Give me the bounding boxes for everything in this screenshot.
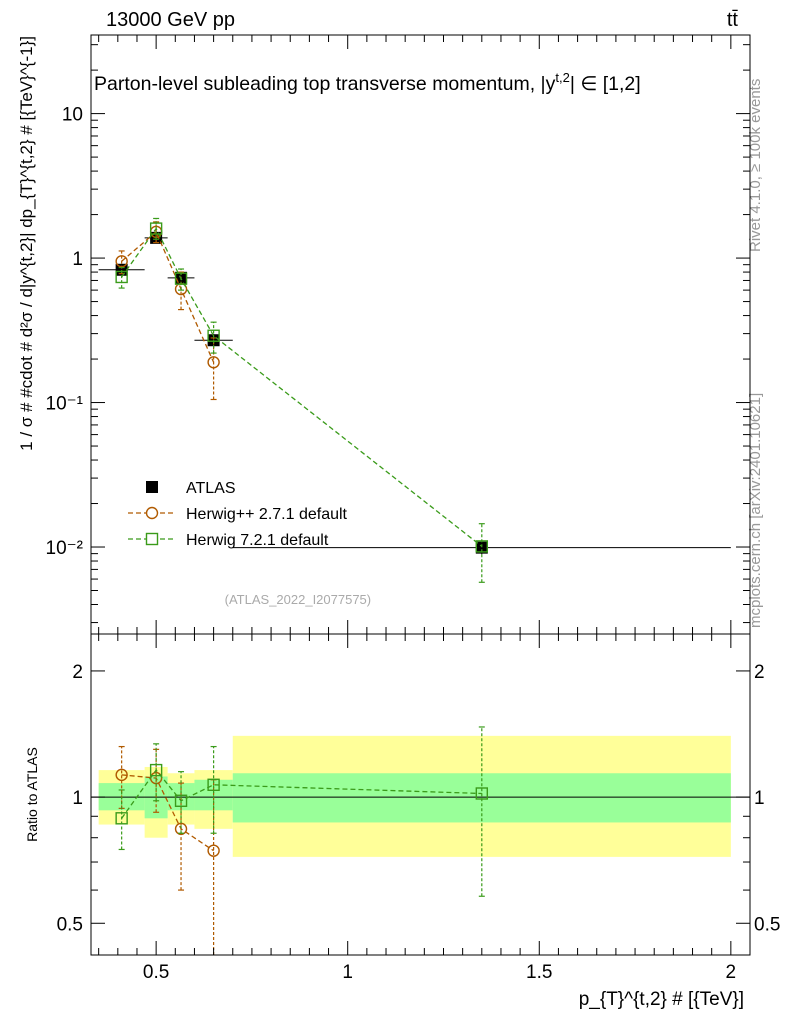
series-herwig-7-2-1-default [115,726,489,897]
series-herwig-2-7-1-default [115,221,220,401]
x-tick-label: 1 [342,962,353,983]
data-point [115,263,128,276]
legend: ATLAS Herwig++ 2.7.1 default Herwig 7.2.1 … [128,480,348,549]
legend-entry: ATLAS [186,480,236,497]
y-tick-label: 10⁻² [46,538,84,559]
legend-entry: Herwig++ 2.7.1 default [186,506,348,523]
series-line [121,230,215,363]
legend-entry: Herwig 7.2.1 default [186,532,329,549]
energy-label: 13000 GeV pp [106,9,235,31]
ratio-y-tick-label-right: 0.5 [754,914,780,935]
data-point [149,763,163,777]
data-point [174,794,188,807]
process-label: tt̄ [727,9,739,31]
mcplots-label: mcplots.cern.ch [arXiv:2401.10621] [747,393,764,628]
data-point [115,768,128,782]
x-axis-label: p_{T}^{t,2} # [{TeV}] [579,989,744,1010]
data-point [475,541,488,554]
data-point [207,778,220,791]
ratio-panel: 2 2 1 1 0.5 0.5 0.5 1 1.5 2 Ratio to ATLAS p_{T}^… [24,633,780,1010]
data-point [174,272,188,285]
chart-title: Parton-level subleading top transverse m… [94,70,641,95]
ratio-y-tick-label: 0.5 [57,914,83,935]
x-tick-label: 1.5 [526,962,552,983]
legend-marker [145,532,159,546]
data-point [115,255,128,268]
ratio-y-tick-label: 2 [72,662,83,683]
legend-marker [146,481,158,493]
y-tick-label: 1 [72,249,83,270]
ratio-y-tick-label-right: 1 [754,788,765,809]
data-point [174,822,188,836]
data-point [115,812,128,825]
y-tick-label: 10⁻¹ [46,394,84,415]
y-tick-label: 10 [62,105,83,126]
data-point [207,329,220,342]
x-tick-label: 0.5 [143,962,169,983]
ratio-y-tick-label-right: 2 [754,662,765,683]
series-line [121,774,214,852]
data-point [475,787,489,800]
analysis-watermark: (ATLAS_2022_I2077575) [225,592,371,607]
data-point [207,356,220,369]
data-point [149,222,163,235]
x-tick-label: 2 [726,962,737,983]
main-panel: 10 1 10⁻¹ 10⁻² Parton-level subleading top … [17,34,751,635]
data-point [207,844,220,857]
rivet-version-label: Rivet 4.1.0, ≥ 100k events [747,79,764,252]
data-point [475,540,489,553]
ratio-panel-frame [90,633,751,956]
ratio-y-tick-label: 1 [72,788,83,809]
data-point [115,270,128,284]
ratio-y-axis-label: Ratio to ATLAS [24,747,40,842]
series-herwig-7-2-1-default [115,217,489,583]
legend-marker [145,506,159,520]
y-axis-label: 1 / σ # #cdot # d²σ / d|y^{t,2}| dp_{T}^… [17,36,36,451]
